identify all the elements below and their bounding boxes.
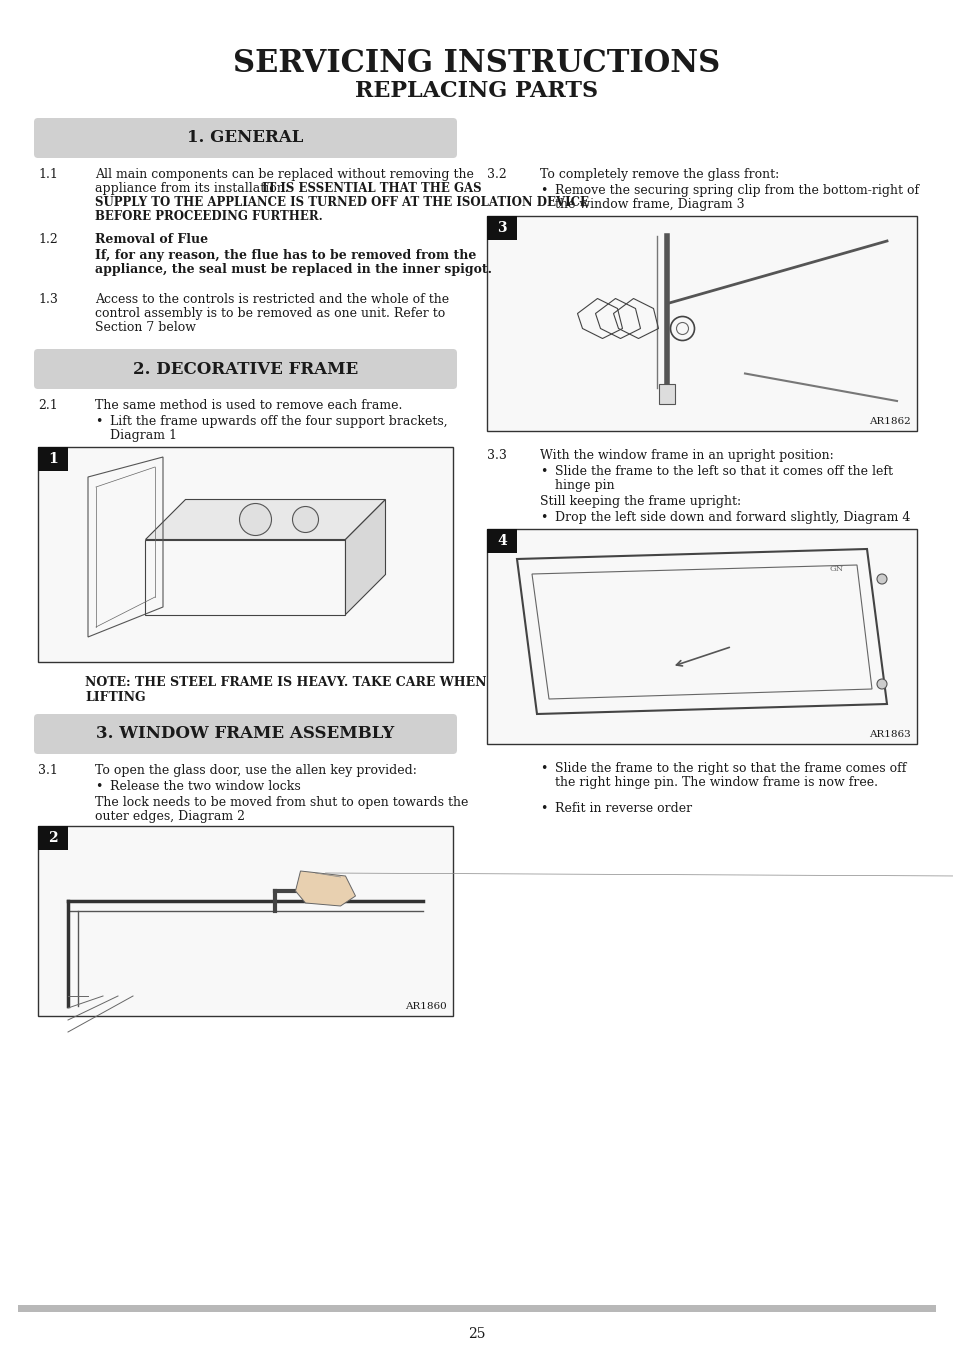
Text: SUPPLY TO THE APPLIANCE IS TURNED OFF AT THE ISOLATION DEVICE: SUPPLY TO THE APPLIANCE IS TURNED OFF AT… — [95, 196, 588, 209]
Bar — [18, 1305, 935, 1312]
FancyBboxPatch shape — [34, 714, 456, 755]
Text: hinge pin: hinge pin — [555, 479, 614, 491]
Text: To completely remove the glass front:: To completely remove the glass front: — [539, 167, 779, 181]
Text: the window frame, Diagram 3: the window frame, Diagram 3 — [555, 198, 744, 211]
Bar — [38, 447, 68, 471]
Text: IT IS ESSENTIAL THAT THE GAS: IT IS ESSENTIAL THAT THE GAS — [262, 182, 481, 194]
Text: Removal of Flue: Removal of Flue — [95, 234, 208, 246]
Text: AR1862: AR1862 — [868, 417, 910, 427]
Text: LIFTING: LIFTING — [85, 691, 146, 703]
Text: 3.1: 3.1 — [38, 764, 58, 778]
Text: •: • — [539, 184, 547, 197]
Text: 3.3: 3.3 — [486, 450, 506, 462]
Text: •: • — [539, 512, 547, 524]
Text: Slide the frame to the left so that it comes off the left: Slide the frame to the left so that it c… — [555, 464, 892, 478]
Text: 2: 2 — [49, 832, 58, 845]
Text: Remove the securing spring clip from the bottom-right of: Remove the securing spring clip from the… — [555, 184, 918, 197]
Text: To open the glass door, use the allen key provided:: To open the glass door, use the allen ke… — [95, 764, 416, 778]
Bar — [486, 529, 916, 744]
Circle shape — [239, 504, 272, 536]
Text: 3: 3 — [497, 221, 506, 235]
Text: AR1860: AR1860 — [405, 1002, 447, 1011]
Text: With the window frame in an upright position:: With the window frame in an upright posi… — [539, 450, 833, 462]
Polygon shape — [345, 500, 385, 614]
Text: •: • — [539, 802, 547, 815]
Text: GN: GN — [829, 566, 843, 572]
Circle shape — [876, 679, 886, 688]
Polygon shape — [295, 871, 355, 906]
Text: Access to the controls is restricted and the whole of the: Access to the controls is restricted and… — [95, 293, 449, 306]
Circle shape — [876, 574, 886, 585]
Bar — [486, 529, 517, 554]
Text: The lock needs to be moved from shut to open towards the: The lock needs to be moved from shut to … — [95, 796, 468, 809]
Text: Diagram 1: Diagram 1 — [110, 429, 177, 441]
Text: 1.3: 1.3 — [38, 293, 58, 306]
Bar — [659, 383, 675, 404]
Bar — [38, 826, 68, 850]
Text: appliance from its installation.: appliance from its installation. — [95, 182, 293, 194]
Text: NOTE: THE STEEL FRAME IS HEAVY. TAKE CARE WHEN: NOTE: THE STEEL FRAME IS HEAVY. TAKE CAR… — [85, 676, 486, 688]
Text: appliance, the seal must be replaced in the inner spigot.: appliance, the seal must be replaced in … — [95, 263, 492, 275]
Text: The same method is used to remove each frame.: The same method is used to remove each f… — [95, 400, 402, 412]
Text: 3.2: 3.2 — [486, 167, 506, 181]
Text: Section 7 below: Section 7 below — [95, 321, 195, 333]
Text: BEFORE PROCEEDING FURTHER.: BEFORE PROCEEDING FURTHER. — [95, 211, 322, 223]
Text: control assembly is to be removed as one unit. Refer to: control assembly is to be removed as one… — [95, 306, 445, 320]
Text: •: • — [539, 464, 547, 478]
Text: All main components can be replaced without removing the: All main components can be replaced with… — [95, 167, 474, 181]
Text: 2.1: 2.1 — [38, 400, 58, 412]
Text: 4: 4 — [497, 535, 506, 548]
Text: 1. GENERAL: 1. GENERAL — [187, 130, 303, 147]
Text: If, for any reason, the flue has to be removed from the: If, for any reason, the flue has to be r… — [95, 248, 476, 262]
Text: Still keeping the frame upright:: Still keeping the frame upright: — [539, 495, 740, 508]
Circle shape — [293, 506, 318, 532]
Text: •: • — [95, 780, 102, 792]
Text: Slide the frame to the right so that the frame comes off: Slide the frame to the right so that the… — [555, 761, 905, 775]
Text: •: • — [95, 414, 102, 428]
Text: 3. WINDOW FRAME ASSEMBLY: 3. WINDOW FRAME ASSEMBLY — [96, 725, 395, 743]
FancyBboxPatch shape — [34, 350, 456, 389]
Text: Release the two window locks: Release the two window locks — [110, 780, 300, 792]
Text: 2. DECORATIVE FRAME: 2. DECORATIVE FRAME — [132, 360, 357, 378]
Text: Refit in reverse order: Refit in reverse order — [555, 802, 691, 815]
Polygon shape — [146, 500, 385, 540]
Text: •: • — [539, 761, 547, 775]
Text: Lift the frame upwards off the four support brackets,: Lift the frame upwards off the four supp… — [110, 414, 447, 428]
Text: the right hinge pin. The window frame is now free.: the right hinge pin. The window frame is… — [555, 776, 877, 788]
Text: 1.2: 1.2 — [38, 234, 58, 246]
Bar — [38, 826, 453, 1017]
FancyBboxPatch shape — [34, 117, 456, 158]
Text: 25: 25 — [468, 1327, 485, 1341]
Text: 1: 1 — [48, 452, 58, 466]
Text: Drop the left side down and forward slightly, Diagram 4: Drop the left side down and forward slig… — [555, 512, 909, 524]
Bar — [486, 216, 517, 240]
Text: REPLACING PARTS: REPLACING PARTS — [355, 80, 598, 103]
Text: AR1863: AR1863 — [868, 730, 910, 738]
Bar — [486, 216, 916, 431]
Text: SERVICING INSTRUCTIONS: SERVICING INSTRUCTIONS — [233, 49, 720, 80]
Bar — [38, 447, 453, 662]
Text: outer edges, Diagram 2: outer edges, Diagram 2 — [95, 810, 245, 824]
Text: 1.1: 1.1 — [38, 167, 58, 181]
